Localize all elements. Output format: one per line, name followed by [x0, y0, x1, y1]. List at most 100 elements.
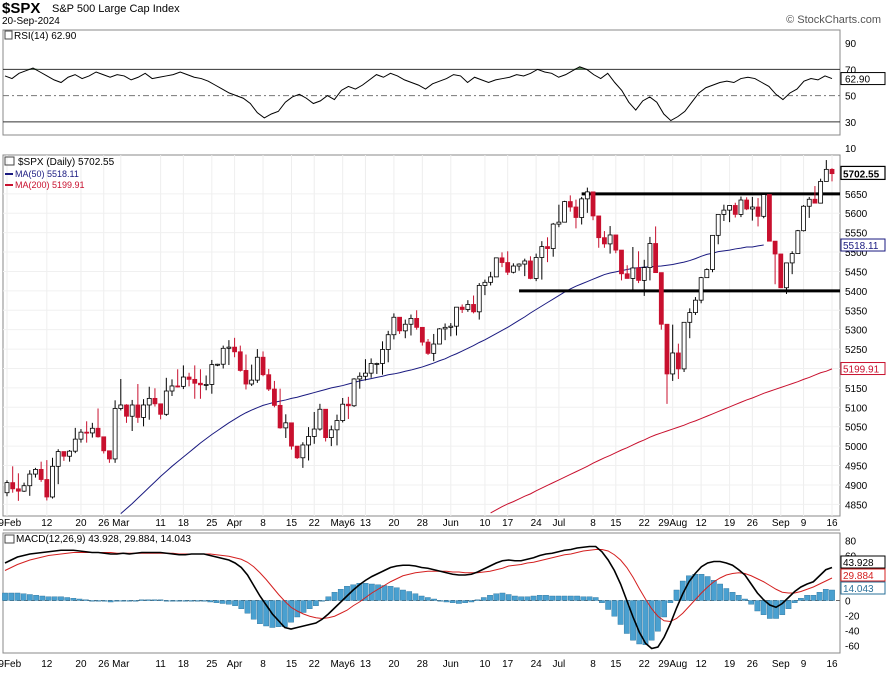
macd-histogram-bar: [723, 588, 730, 601]
candle-body: [664, 323, 670, 375]
macd-histogram-bar: [779, 600, 786, 615]
macd-histogram-bar: [518, 596, 524, 601]
macd-x-label: 13: [360, 659, 372, 670]
candle-body: [806, 198, 812, 207]
candle: [380, 341, 385, 375]
macd-x-label: Jul: [552, 659, 565, 670]
rsi-tick-label: 90: [845, 39, 857, 50]
candle: [823, 160, 829, 182]
candle: [89, 422, 95, 438]
macd-histogram-bar: [499, 592, 506, 601]
macd-histogram-bar: [512, 595, 518, 601]
candle: [402, 319, 408, 339]
macd-histogram-bar: [599, 600, 605, 603]
macd-histogram-bar: [89, 600, 95, 602]
candle: [289, 422, 294, 450]
candle: [124, 404, 129, 423]
macd-tick-label: -40: [845, 627, 860, 638]
candle-body: [368, 363, 374, 374]
candle: [556, 204, 562, 228]
candle-body: [243, 370, 249, 385]
macd-histogram-bar: [748, 600, 755, 605]
candle-body: [431, 343, 437, 354]
candle: [112, 400, 118, 463]
candle-body: [311, 428, 317, 437]
macd-histogram-bar: [729, 592, 736, 601]
candle: [425, 338, 431, 355]
macd-x-label: 12: [41, 659, 53, 670]
candle: [499, 252, 505, 268]
candle-body: [437, 328, 442, 345]
price-x-label: 17: [502, 518, 514, 529]
candle-body: [38, 469, 44, 480]
candle: [755, 198, 761, 227]
price-x-label: 15: [610, 518, 622, 529]
candle-body: [653, 243, 659, 274]
candle-body: [602, 237, 607, 245]
candle-body: [220, 347, 226, 365]
macd-histogram-bar: [238, 600, 245, 609]
candle: [249, 364, 255, 386]
macd-histogram-bar: [766, 600, 773, 619]
macd-histogram-bar: [822, 589, 829, 601]
macd-histogram-bar: [810, 595, 817, 601]
macd-histogram-bar: [816, 592, 823, 601]
candle: [368, 358, 374, 378]
candle: [653, 226, 659, 274]
candle: [385, 330, 391, 363]
macd-x-label: 15: [610, 659, 622, 670]
candle: [670, 324, 676, 381]
macd-histogram-bar: [773, 600, 779, 619]
candle: [203, 375, 209, 391]
candle: [61, 451, 67, 461]
price-x-label: 12: [696, 518, 708, 529]
macd-histogram-bar: [462, 600, 468, 603]
candle-body: [112, 408, 118, 460]
candle: [471, 295, 476, 314]
macd-histogram-bar: [555, 595, 562, 601]
candle-body: [715, 213, 721, 236]
candle-body: [419, 326, 425, 343]
watermark-text: © StockCharts.com: [786, 14, 881, 26]
rsi-tick-label: 10: [845, 144, 857, 155]
candle: [829, 168, 835, 182]
candle-body: [351, 378, 357, 407]
macd-histogram-bar: [400, 589, 406, 601]
candle-body: [744, 199, 750, 210]
candle: [778, 253, 784, 289]
macd-histogram-bar: [617, 600, 624, 625]
macd-x-label: 8: [260, 659, 266, 670]
macd-x-label: 15: [286, 659, 298, 670]
candle: [630, 246, 636, 292]
candle-body: [505, 262, 511, 273]
candle: [789, 251, 795, 275]
candle: [715, 213, 721, 245]
candle-body: [732, 205, 738, 215]
macd-histogram-bar: [717, 583, 723, 601]
candle-body: [328, 429, 334, 438]
chart-date: 20-Sep-2024: [2, 16, 60, 27]
candle: [328, 425, 334, 447]
macd-histogram-bar: [791, 600, 798, 603]
candle-body: [374, 363, 380, 365]
candle: [158, 403, 164, 420]
candle: [15, 473, 21, 501]
candle: [818, 178, 824, 204]
candle: [488, 271, 494, 286]
price-x-label: 25: [206, 518, 218, 529]
macd-histogram-bar: [288, 600, 294, 623]
macd-histogram-bar: [170, 600, 176, 602]
macd-histogram-bar: [754, 600, 761, 612]
candle-body: [584, 191, 590, 200]
price-x-label: 24: [531, 518, 543, 529]
candle-body: [710, 234, 715, 270]
candle-body: [499, 257, 505, 263]
price-x-label: 8: [260, 518, 266, 529]
macd-x-label: 26: [747, 659, 759, 670]
candle-body: [237, 351, 243, 371]
macd-histogram-bar: [468, 600, 475, 603]
candle-body: [562, 201, 567, 223]
candle: [397, 316, 402, 334]
candle-body: [357, 375, 363, 380]
candle: [186, 372, 192, 387]
